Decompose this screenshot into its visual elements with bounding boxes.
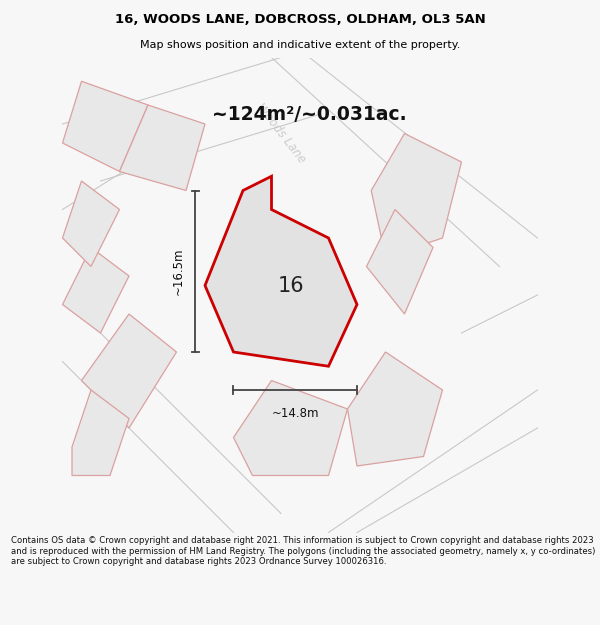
Text: Contains OS data © Crown copyright and database right 2021. This information is : Contains OS data © Crown copyright and d… — [11, 536, 595, 566]
Text: ~14.8m: ~14.8m — [271, 407, 319, 419]
Text: 16, WOODS LANE, DOBCROSS, OLDHAM, OL3 5AN: 16, WOODS LANE, DOBCROSS, OLDHAM, OL3 5A… — [115, 12, 485, 26]
Polygon shape — [62, 181, 119, 266]
Polygon shape — [62, 248, 129, 333]
Polygon shape — [82, 314, 176, 428]
Polygon shape — [371, 134, 461, 257]
Polygon shape — [62, 81, 148, 171]
Polygon shape — [367, 209, 433, 314]
Text: ~16.5m: ~16.5m — [172, 248, 185, 295]
Polygon shape — [119, 105, 205, 191]
Text: ~124m²/~0.031ac.: ~124m²/~0.031ac. — [212, 105, 407, 124]
Text: Map shows position and indicative extent of the property.: Map shows position and indicative extent… — [140, 40, 460, 50]
Polygon shape — [233, 381, 347, 476]
Text: 16: 16 — [277, 276, 304, 296]
Polygon shape — [347, 352, 443, 466]
Polygon shape — [72, 390, 129, 476]
Text: Woods Lane: Woods Lane — [254, 101, 308, 166]
Polygon shape — [205, 176, 357, 366]
